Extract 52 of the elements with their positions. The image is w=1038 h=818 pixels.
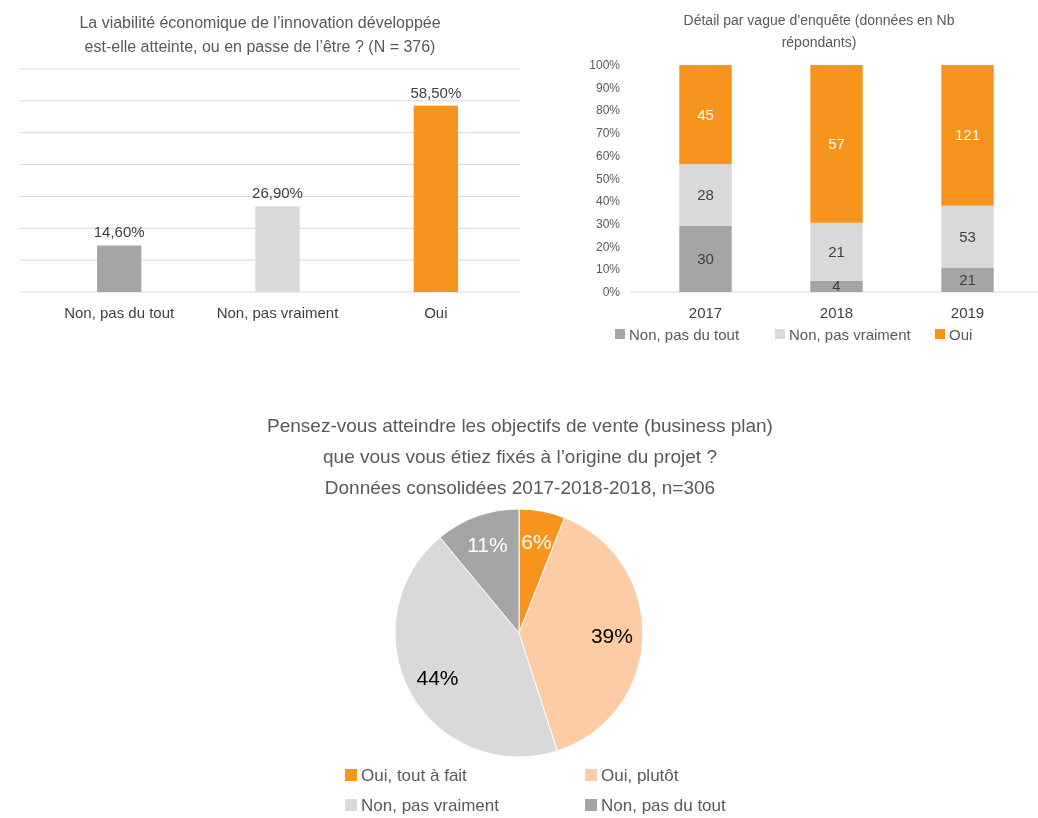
legend-label: Non, pas vraiment (361, 796, 500, 815)
legend-label: Non, pas vraiment (789, 326, 912, 343)
bar (810, 222, 863, 281)
x-tick-label: 2018 (819, 304, 854, 321)
data-label: 58,50% (410, 83, 462, 101)
data-label: 11% (467, 533, 508, 557)
x-tick-label: Non, pas vraiment (216, 304, 340, 321)
y-tick-label: 90% (595, 80, 621, 95)
data-label: 39% (590, 623, 633, 647)
y-tick-label: 50% (595, 171, 621, 186)
x-tick-label: 2019 (950, 304, 985, 321)
bar (941, 65, 994, 206)
x-tick-label: 2017 (688, 304, 723, 321)
bar (679, 164, 732, 226)
annotation: 53 (959, 227, 976, 245)
annotation: 30 (697, 249, 714, 267)
chart-title: Détail par vague d’enquête (données en Nb répondants) (683, 12, 955, 50)
bar (941, 267, 994, 292)
data-label: 44% (416, 665, 459, 689)
annotation: 4 (832, 277, 841, 295)
bar (679, 225, 732, 292)
y-tick-label: 30% (595, 216, 621, 231)
legend-label: Non, pas du tout (601, 796, 727, 815)
annotation: 57 (828, 134, 845, 152)
x-tick-label: Oui (424, 304, 448, 321)
annotation: 45 (697, 105, 714, 123)
annotation: 121 (954, 126, 981, 144)
data-label: 6% (521, 529, 552, 553)
data-label: 26,90% (252, 184, 303, 202)
y-tick-label: 70% (595, 126, 621, 141)
bar (810, 280, 863, 292)
y-tick-label: 60% (595, 148, 621, 163)
y-tick-label: 20% (595, 239, 621, 254)
bar (679, 65, 732, 165)
legend-label: Oui, tout à fait (361, 766, 468, 785)
legend-label: Non, pas du tout (629, 326, 740, 343)
y-tick-label: 100% (589, 58, 621, 72)
y-tick-label: 80% (595, 103, 621, 118)
chart-title: Pensez-vous atteindre les objectifs de vente (business plan) que vous vous étiez fixés à l’origine du projet ? Données consolidées 2017-2018-2018, n=306 (267, 415, 773, 498)
legend-label: Oui (949, 326, 973, 343)
data-label: 14,60% (93, 223, 145, 241)
bar (941, 205, 994, 268)
legend-label: Oui, plutôt (601, 766, 679, 785)
x-tick-label: Non, pas du tout (64, 304, 176, 321)
annotation: 28 (697, 186, 714, 204)
y-tick-label: 10% (595, 262, 621, 277)
y-tick-label: 0% (602, 285, 621, 299)
bar (810, 65, 863, 223)
annotation: 21 (959, 270, 976, 288)
annotation: 21 (828, 242, 845, 260)
chart-title: La viabilité économique de l’innovation développée est-elle atteinte, ou en passe de l’être ? (N = 376) (79, 14, 441, 55)
y-tick-label: 40% (595, 194, 621, 209)
